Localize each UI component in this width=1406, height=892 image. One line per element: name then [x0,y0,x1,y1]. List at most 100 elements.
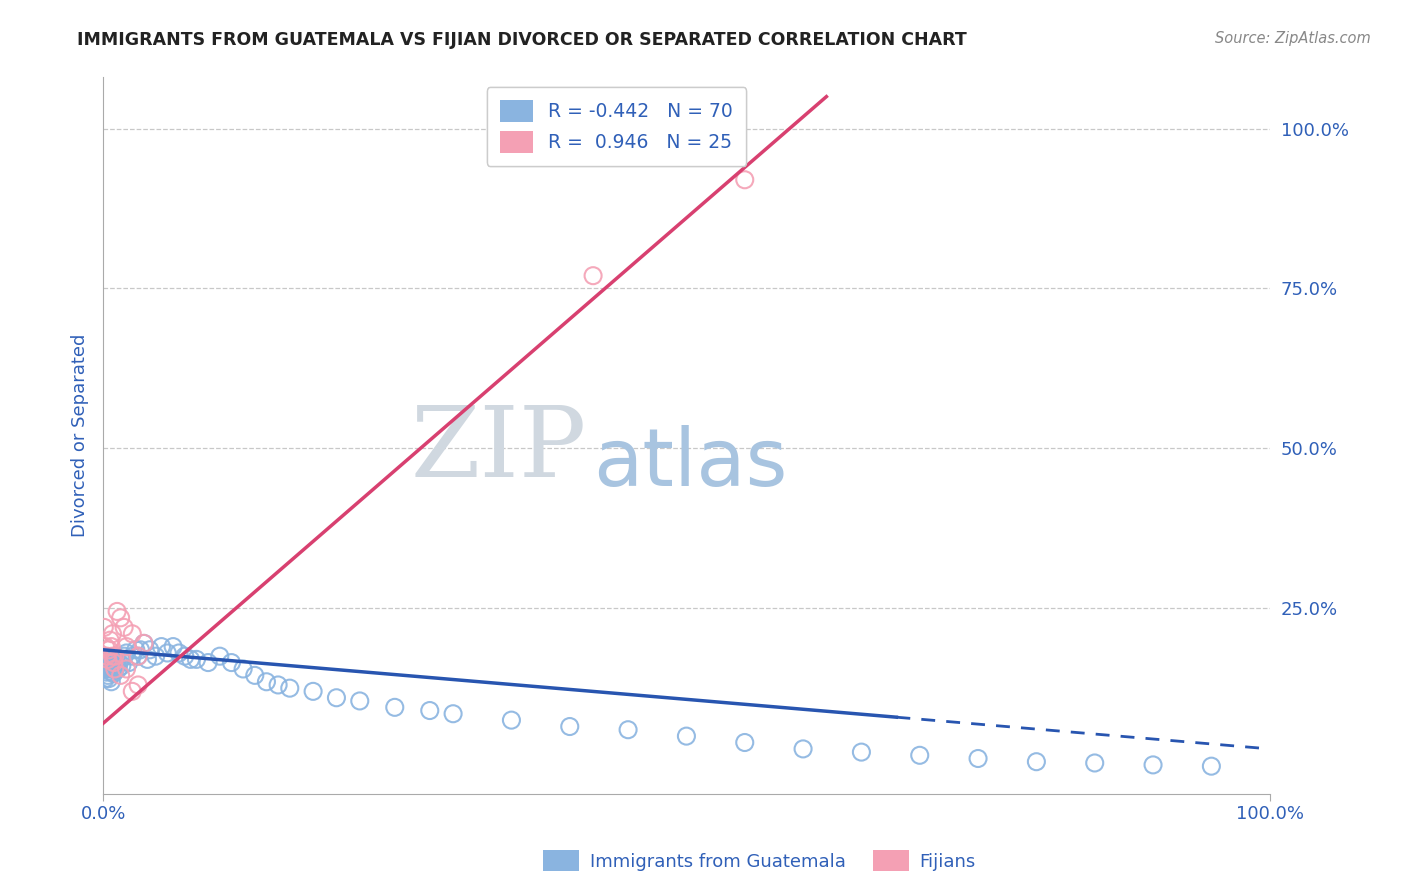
Point [136,652,159,666]
Point [96,649,118,664]
Point [173,649,195,664]
Point [104,656,127,670]
Point [97,668,120,682]
Point [93,620,115,634]
Point [107,662,129,676]
Point [97,642,120,657]
Point [851,745,873,759]
Point [101,662,124,676]
Point [94,658,117,673]
Point [104,649,127,664]
Point [1142,758,1164,772]
Point [112,620,135,634]
Point [121,684,143,698]
Text: IMMIGRANTS FROM GUATEMALA VS FIJIAN DIVORCED OR SEPARATED CORRELATION CHART: IMMIGRANTS FROM GUATEMALA VS FIJIAN DIVO… [77,31,967,49]
Point [103,656,125,670]
Point [98,633,121,648]
Point [94,672,117,686]
Point [110,611,132,625]
Point [162,640,184,654]
Point [125,642,148,657]
Point [967,751,990,765]
Point [110,652,132,666]
Point [93,662,115,676]
Point [105,604,128,618]
Point [186,652,208,666]
Point [127,678,149,692]
Point [349,694,371,708]
Point [118,656,141,670]
Point [167,646,190,660]
Point [325,690,347,705]
Point [100,674,122,689]
Point [139,642,162,657]
Point [278,681,301,695]
Point [101,649,124,664]
Point [127,649,149,664]
Point [908,748,931,763]
Point [384,700,406,714]
Point [302,684,325,698]
Point [96,652,118,666]
Point [100,665,122,680]
Point [256,674,278,689]
Point [129,642,152,657]
Point [110,668,132,682]
Text: atlas: atlas [593,425,787,503]
Point [267,678,290,692]
Point [97,672,120,686]
Point [103,658,125,673]
Point [243,668,266,682]
Point [197,656,219,670]
Point [121,649,143,664]
Point [501,713,523,727]
Y-axis label: Divorced or Separated: Divorced or Separated [72,334,89,537]
Point [111,658,134,673]
Point [132,636,155,650]
Point [96,665,118,680]
Point [145,649,167,664]
Point [98,662,121,676]
Text: Source: ZipAtlas.com: Source: ZipAtlas.com [1215,31,1371,46]
Point [97,658,120,673]
Point [792,742,814,756]
Point [221,656,243,670]
Point [104,652,127,666]
Point [232,662,254,676]
Point [127,649,149,664]
Point [108,656,131,670]
Point [115,646,138,660]
Point [94,640,117,654]
Point [1201,759,1223,773]
Point [132,636,155,650]
Point [104,662,127,676]
Point [734,173,756,187]
Point [582,268,605,283]
Point [104,662,127,676]
Point [115,662,138,676]
Point [675,729,697,743]
Point [97,652,120,666]
Point [98,652,121,666]
Point [617,723,640,737]
Point [100,640,122,654]
Point [180,652,202,666]
Point [150,640,173,654]
Point [97,662,120,676]
Legend: R = -0.442   N = 70, R =  0.946   N = 25: R = -0.442 N = 70, R = 0.946 N = 25 [486,87,747,166]
Point [419,704,441,718]
Point [441,706,464,721]
Text: ZIP: ZIP [411,402,588,498]
Point [734,735,756,749]
Point [105,658,128,673]
Point [101,652,124,666]
Point [558,719,581,733]
Point [103,666,125,681]
Point [121,627,143,641]
Point [1084,756,1107,770]
Legend: Immigrants from Guatemala, Fijians: Immigrants from Guatemala, Fijians [536,843,983,879]
Point [156,646,179,660]
Point [112,649,135,664]
Point [115,640,138,654]
Point [208,649,231,664]
